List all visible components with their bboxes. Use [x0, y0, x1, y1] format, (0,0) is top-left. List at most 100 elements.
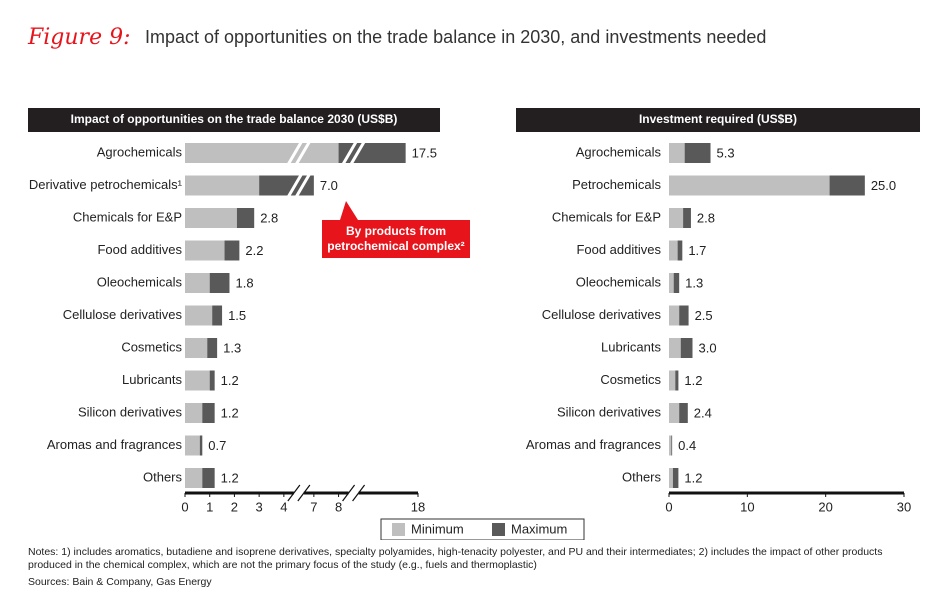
bar-maximum [202, 468, 215, 488]
value-label: 1.3 [685, 275, 703, 290]
bar-maximum [202, 403, 215, 423]
category-label: Lubricants [601, 339, 661, 354]
x-tick-label: 0 [665, 499, 672, 514]
value-label: 5.3 [717, 145, 735, 160]
axis-break-mark [342, 484, 356, 502]
break-mark [294, 140, 312, 166]
x-tick-label: 0 [181, 499, 188, 514]
bar-maximum [683, 208, 691, 228]
category-label: Lubricants [122, 372, 182, 387]
legend-swatch [392, 523, 405, 536]
x-tick-label: 3 [256, 499, 263, 514]
value-label: 25.0 [871, 178, 896, 193]
value-label: 2.5 [695, 308, 713, 323]
value-label: 1.8 [235, 275, 253, 290]
bar-minimum [669, 143, 685, 163]
legend-label: Minimum [411, 521, 464, 536]
value-label: 17.5 [412, 145, 437, 160]
annotation: By products from [346, 224, 446, 238]
bar-minimum [669, 468, 673, 488]
value-label: 3.0 [699, 340, 717, 355]
break-mark [286, 140, 304, 166]
bar-minimum [669, 338, 681, 358]
x-tick-label: 18 [411, 499, 425, 514]
value-label: 1.3 [223, 340, 241, 355]
category-label: Chemicals for E&P [552, 209, 661, 224]
x-tick-label: 4 [280, 499, 287, 514]
break-mark [341, 140, 358, 166]
bar-minimum [669, 403, 680, 423]
bar-minimum [185, 240, 225, 261]
axis-break-mark [287, 484, 301, 502]
category-label: Food additives [97, 242, 182, 257]
x-tick-label: 1 [206, 499, 213, 514]
value-label: 2.4 [694, 405, 712, 420]
bar-maximum [677, 240, 683, 261]
value-label: 1.2 [684, 470, 702, 485]
figure-title: Impact of opportunities on the trade bal… [145, 27, 766, 47]
break-mark [286, 172, 304, 199]
category-label: Cosmetics [600, 372, 661, 387]
category-label: Food additives [576, 242, 661, 257]
notes: Notes: 1) includes aromatics, butadiene … [28, 546, 883, 571]
x-tick-label: 2 [231, 499, 238, 514]
category-label: Silicon derivatives [557, 404, 662, 419]
bar-minimum [669, 175, 830, 196]
bar-minimum [185, 403, 203, 423]
bar-maximum [684, 143, 711, 163]
legend-swatch [492, 523, 505, 536]
category-label: Aromas and fragrances [47, 437, 183, 452]
category-label: Cellulose derivatives [542, 307, 662, 322]
category-label: Aromas and fragrances [526, 437, 662, 452]
category-label: Oleochemicals [576, 274, 662, 289]
bar-maximum [209, 370, 215, 391]
break-mark [294, 172, 312, 199]
bar-maximum [673, 273, 680, 293]
bar-maximum [212, 305, 223, 326]
value-label: 1.2 [221, 470, 239, 485]
value-label: 1.5 [228, 308, 246, 323]
category-label: Others [143, 469, 183, 484]
figure-label: Figure 9: [27, 25, 131, 50]
bar-minimum [669, 240, 678, 261]
category-label: Derivative petrochemicals¹ [29, 177, 183, 192]
bar-maximum [679, 305, 689, 326]
panel-title: Impact of opportunities on the trade bal… [71, 112, 398, 126]
x-tick-label: 10 [740, 499, 754, 514]
bar-maximum [209, 273, 230, 293]
category-label: Agrochemicals [97, 144, 183, 159]
bar-maximum [675, 370, 679, 391]
value-label: 0.4 [678, 438, 696, 453]
bar-maximum [236, 208, 255, 228]
category-label: Oleochemicals [97, 274, 183, 289]
bar-minimum [185, 273, 210, 293]
category-label: Agrochemicals [576, 144, 662, 159]
bar-minimum [669, 435, 672, 456]
bar-minimum [185, 370, 210, 391]
category-label: Silicon derivatives [78, 404, 183, 419]
bar-minimum [185, 338, 208, 358]
sources: Sources: Bain & Company, Gas Energy [28, 576, 212, 588]
break-mark [349, 140, 366, 166]
panel-title: Investment required (US$B) [639, 112, 797, 126]
bar-minimum [669, 305, 680, 326]
bar-maximum [680, 338, 693, 358]
bar-maximum [199, 435, 203, 456]
bar-minimum [669, 273, 674, 293]
category-label: Cellulose derivatives [63, 307, 183, 322]
value-label: 2.8 [260, 210, 278, 225]
axis-break-mark [352, 484, 366, 502]
bar-minimum [669, 208, 684, 228]
value-label: 7.0 [320, 178, 338, 193]
bar-minimum [185, 175, 260, 196]
bar-maximum [829, 175, 865, 196]
axis-break-gap [293, 490, 304, 496]
bar-minimum [185, 435, 200, 456]
axis-break-gap [348, 490, 359, 496]
x-tick-label: 8 [335, 499, 342, 514]
bar-maximum [679, 403, 688, 423]
legend-label: Maximum [511, 521, 567, 536]
x-tick-label: 30 [897, 499, 911, 514]
value-label: 1.2 [221, 405, 239, 420]
